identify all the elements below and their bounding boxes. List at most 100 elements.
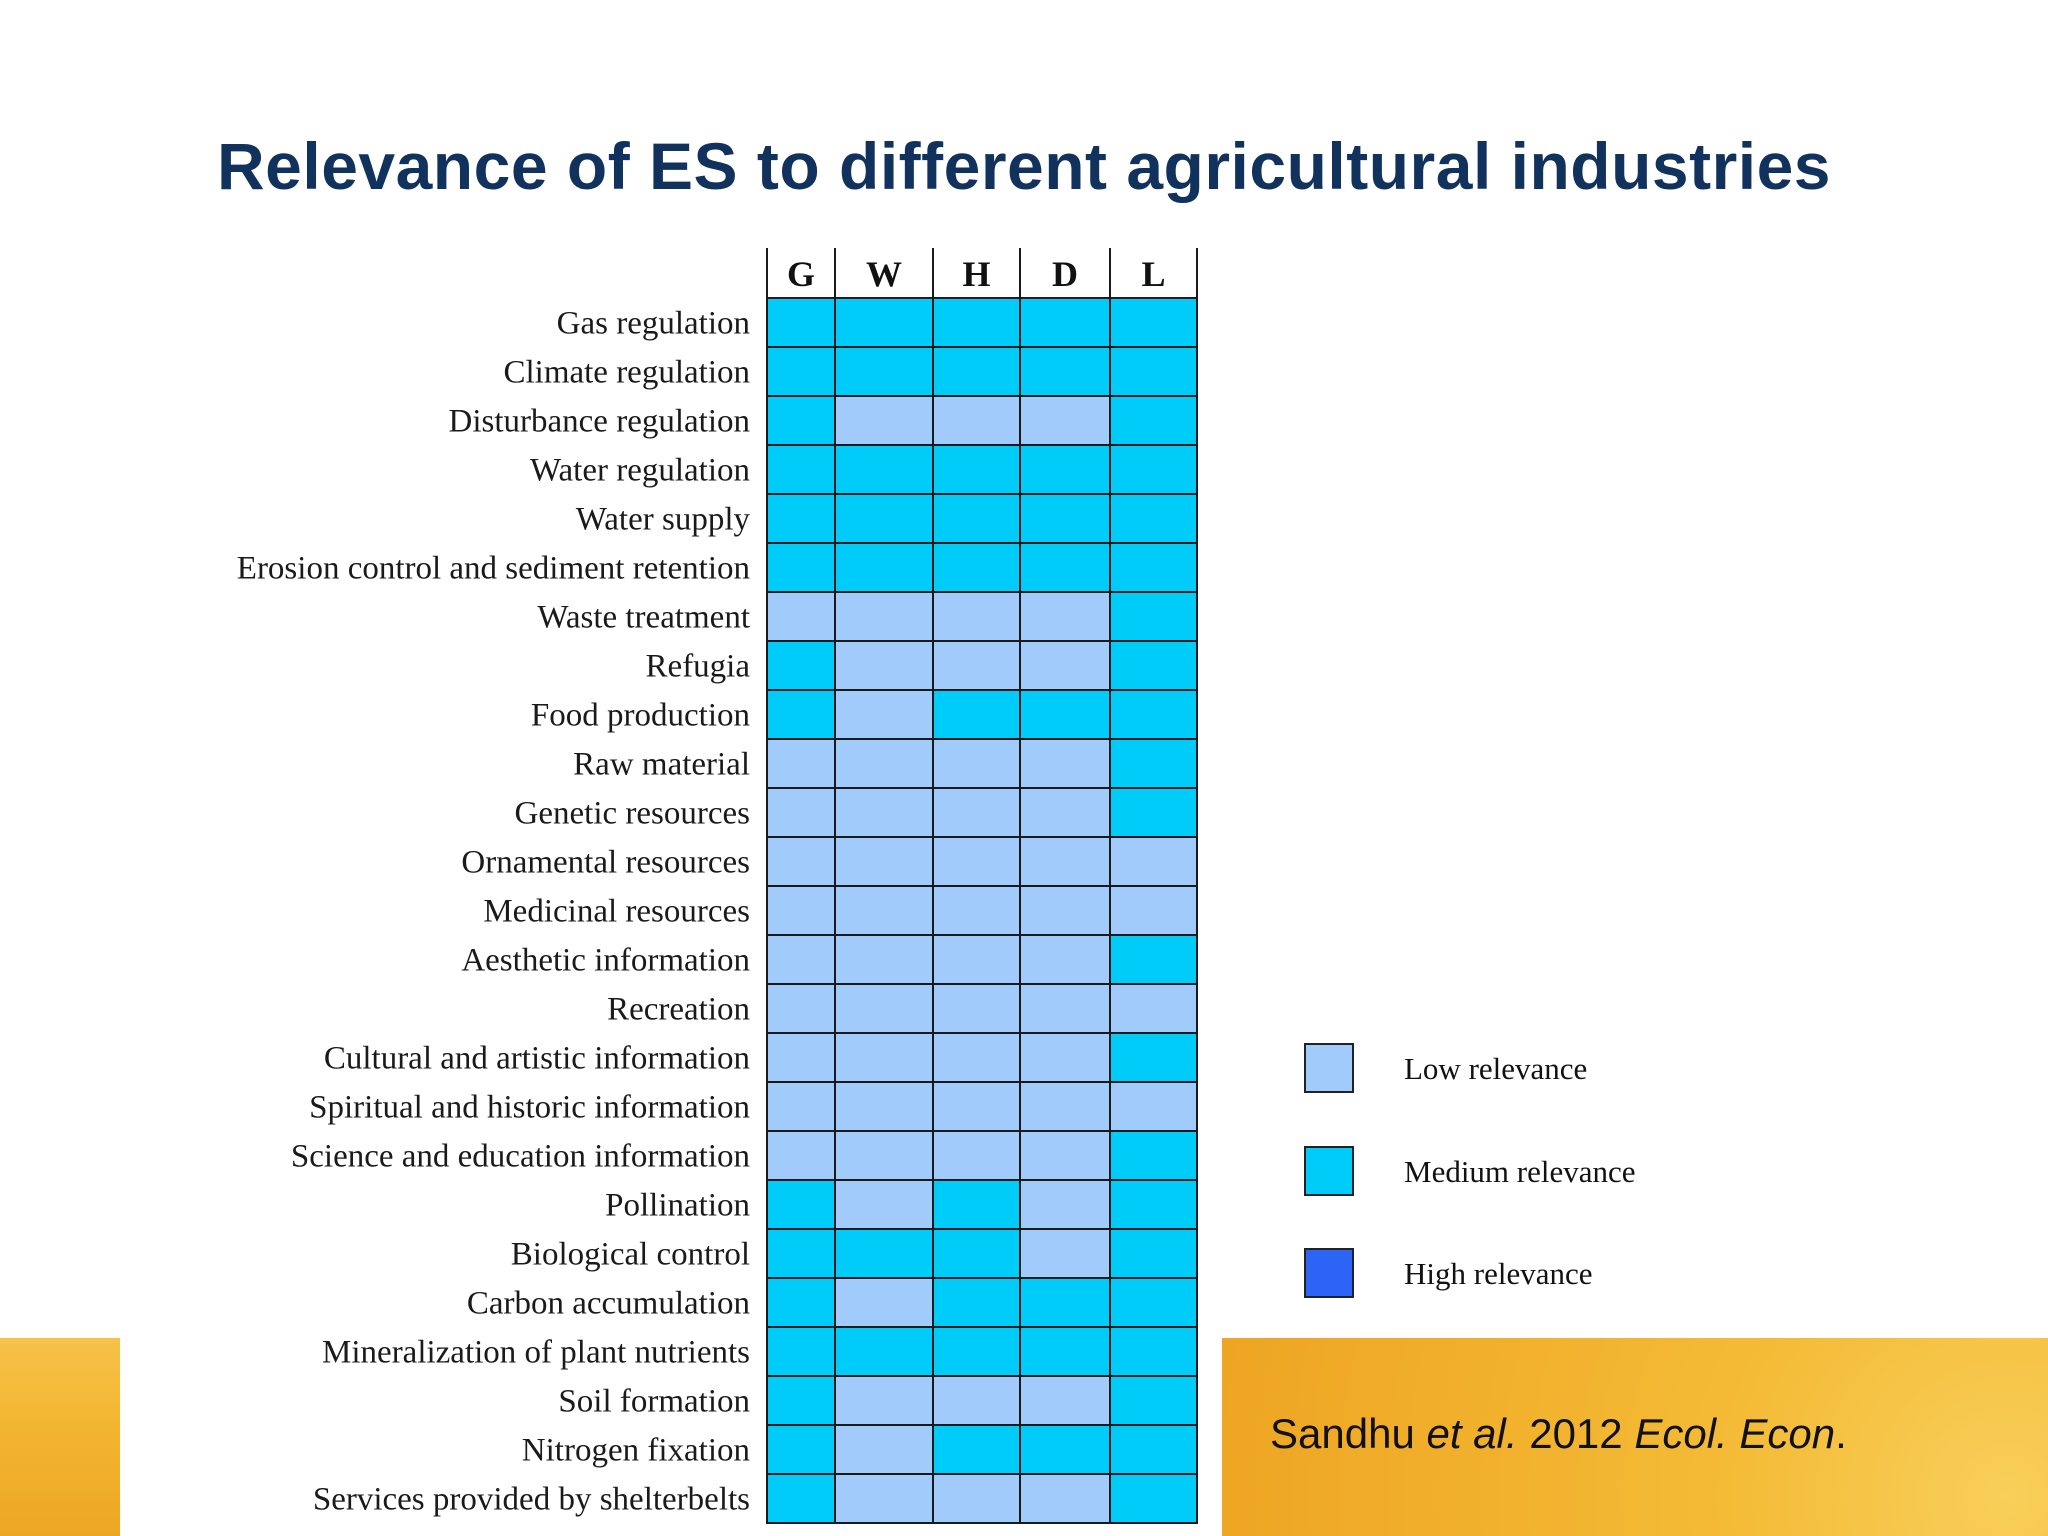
heatmap-cell bbox=[1109, 689, 1198, 740]
legend-label-high: High relevance bbox=[1404, 1256, 1593, 1291]
heatmap-cell bbox=[932, 542, 1021, 593]
heatmap-cell bbox=[834, 1130, 934, 1181]
heatmap-cell bbox=[766, 1326, 836, 1377]
heatmap-cell bbox=[834, 1228, 934, 1279]
heatmap-cell bbox=[1109, 640, 1198, 691]
heatmap-cell bbox=[932, 640, 1021, 691]
heatmap-cell bbox=[1109, 591, 1198, 642]
heatmap-cell bbox=[1019, 934, 1111, 985]
heatmap-cell bbox=[932, 885, 1021, 936]
heatmap-cell bbox=[1019, 1179, 1111, 1230]
heatmap-cell bbox=[1019, 1277, 1111, 1328]
heatmap-cell bbox=[1019, 787, 1111, 838]
heatmap-cell bbox=[932, 1228, 1021, 1279]
heatmap-cell bbox=[834, 787, 934, 838]
heatmap-cell bbox=[1019, 395, 1111, 446]
legend-swatch-low bbox=[1304, 1043, 1354, 1093]
column-header-H: H bbox=[962, 254, 990, 294]
heatmap-cell bbox=[834, 1179, 934, 1230]
heatmap-cell bbox=[1019, 444, 1111, 495]
row-label: Carbon accumulation bbox=[467, 1286, 750, 1322]
heatmap-cell bbox=[834, 1375, 934, 1426]
heatmap-cell bbox=[932, 1032, 1021, 1083]
heatmap-cell bbox=[834, 689, 934, 740]
heatmap-cell bbox=[834, 1326, 934, 1377]
heatmap-cell bbox=[834, 1081, 934, 1132]
heatmap-cell bbox=[1019, 1228, 1111, 1279]
legend-label-medium: Medium relevance bbox=[1404, 1154, 1636, 1189]
heatmap-cell bbox=[932, 591, 1021, 642]
heatmap-cell bbox=[766, 444, 836, 495]
heatmap-cell bbox=[932, 1081, 1021, 1132]
row-label: Erosion control and sediment retention bbox=[237, 551, 750, 587]
heatmap-cell bbox=[1109, 444, 1198, 495]
heatmap-cell bbox=[1109, 1277, 1198, 1328]
heatmap-cell bbox=[834, 1032, 934, 1083]
column-header-W: W bbox=[866, 254, 902, 294]
heatmap-cell bbox=[834, 738, 934, 789]
row-label: Spiritual and historic information bbox=[309, 1090, 750, 1126]
heatmap-cell bbox=[834, 983, 934, 1034]
heatmap-cell bbox=[834, 297, 934, 348]
heatmap-cell bbox=[766, 346, 836, 397]
heatmap-cell bbox=[766, 1228, 836, 1279]
heatmap-cell bbox=[1019, 738, 1111, 789]
heatmap-cell bbox=[1109, 1179, 1198, 1230]
heatmap-cell bbox=[1109, 493, 1198, 544]
heatmap-cell bbox=[766, 395, 836, 446]
heatmap-cell bbox=[932, 836, 1021, 887]
decorative-band-right bbox=[1222, 1338, 2048, 1536]
heatmap-cell bbox=[766, 1179, 836, 1230]
citation-year: 2012 bbox=[1517, 1410, 1635, 1457]
heatmap-cell bbox=[1019, 1424, 1111, 1475]
citation-etal: et al. bbox=[1426, 1410, 1518, 1457]
heatmap-cell bbox=[932, 1375, 1021, 1426]
heatmap-cell bbox=[834, 1473, 934, 1524]
heatmap-cell bbox=[1109, 934, 1198, 985]
row-label: Medicinal resources bbox=[483, 894, 750, 930]
row-label: Cultural and artistic information bbox=[324, 1041, 750, 1077]
heatmap-cell bbox=[834, 640, 934, 691]
heatmap-cell bbox=[1019, 1326, 1111, 1377]
heatmap-cell bbox=[1109, 1228, 1198, 1279]
row-label: Soil formation bbox=[558, 1384, 750, 1420]
heatmap-cell bbox=[766, 640, 836, 691]
row-label: Food production bbox=[531, 698, 750, 734]
heatmap-cell bbox=[1109, 1424, 1198, 1475]
heatmap-cell bbox=[766, 885, 836, 936]
heatmap-cell bbox=[1019, 983, 1111, 1034]
heatmap-cell bbox=[1109, 1130, 1198, 1181]
heatmap-cell bbox=[1019, 885, 1111, 936]
heatmap-cell bbox=[1019, 1375, 1111, 1426]
row-label: Science and education information bbox=[291, 1139, 750, 1175]
citation-author: Sandhu bbox=[1270, 1410, 1427, 1457]
heatmap-cell bbox=[1019, 836, 1111, 887]
heatmap-cell bbox=[834, 395, 934, 446]
heatmap-cell bbox=[1109, 346, 1198, 397]
heatmap-cell bbox=[1109, 297, 1198, 348]
heatmap-cell bbox=[1109, 1375, 1198, 1426]
heatmap-cell bbox=[766, 493, 836, 544]
heatmap-cell bbox=[932, 1130, 1021, 1181]
heatmap-cell bbox=[1019, 689, 1111, 740]
heatmap-cell bbox=[1109, 542, 1198, 593]
heatmap-cell bbox=[766, 787, 836, 838]
heatmap-cell bbox=[1019, 1130, 1111, 1181]
heatmap-cell bbox=[1019, 297, 1111, 348]
heatmap-cell bbox=[932, 1179, 1021, 1230]
legend-swatch-medium bbox=[1304, 1146, 1354, 1196]
heatmap-cell bbox=[932, 493, 1021, 544]
legend-label-low: Low relevance bbox=[1404, 1051, 1588, 1086]
row-label: Raw material bbox=[573, 747, 750, 783]
heatmap-cell bbox=[1109, 1326, 1198, 1377]
row-label: Gas regulation bbox=[557, 306, 750, 342]
heatmap-cell bbox=[1019, 542, 1111, 593]
heatmap-cell bbox=[932, 934, 1021, 985]
heatmap-cell bbox=[1019, 591, 1111, 642]
heatmap-cell bbox=[1019, 1081, 1111, 1132]
slide-title: Relevance of ES to different agricultura… bbox=[216, 129, 1832, 203]
heatmap-cell bbox=[834, 444, 934, 495]
row-label: Nitrogen fixation bbox=[522, 1433, 750, 1469]
